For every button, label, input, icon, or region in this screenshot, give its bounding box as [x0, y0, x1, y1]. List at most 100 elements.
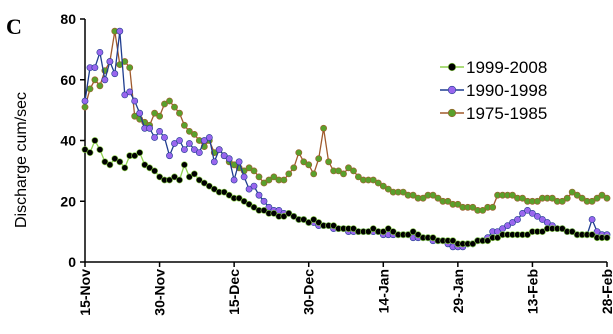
data-point	[529, 209, 536, 217]
data-point	[106, 161, 114, 169]
data-point	[121, 91, 129, 99]
data-point	[250, 203, 258, 211]
data-point	[240, 173, 248, 181]
data-point	[369, 176, 377, 184]
data-point	[195, 149, 203, 156]
data-point	[215, 146, 223, 153]
data-point	[180, 121, 188, 129]
data-point	[260, 206, 268, 214]
data-point	[479, 206, 487, 214]
data-point	[81, 97, 89, 105]
data-point	[484, 237, 492, 245]
data-point	[330, 222, 337, 229]
data-point	[379, 182, 387, 190]
data-point	[325, 158, 332, 166]
data-point	[151, 167, 158, 175]
data-point	[96, 49, 104, 56]
data-point	[335, 167, 342, 175]
y-tick-label: 40	[60, 133, 76, 149]
panel-letter: C	[6, 14, 22, 39]
x-tick-label: 29-Jan	[450, 269, 466, 313]
x-tick-label: 30-Dec	[301, 269, 317, 315]
data-point	[245, 185, 253, 193]
data-point	[419, 194, 427, 202]
data-point	[603, 194, 611, 202]
data-point	[369, 225, 377, 232]
data-point	[429, 191, 437, 199]
data-point	[563, 194, 571, 202]
data-point	[374, 179, 382, 187]
x-tick-label: 15-Nov	[77, 269, 93, 316]
data-point	[290, 212, 298, 220]
data-point	[200, 137, 208, 144]
y-axis-ticks: 0 20 40 60 80	[60, 11, 85, 270]
data-point	[190, 170, 198, 178]
data-point	[573, 191, 581, 199]
data-point	[111, 70, 119, 78]
y-tick-label: 0	[68, 254, 76, 270]
data-point	[568, 188, 576, 196]
data-point	[270, 173, 278, 181]
data-point	[200, 179, 208, 187]
data-point	[255, 173, 263, 181]
data-point	[190, 146, 198, 153]
data-point	[588, 231, 596, 239]
data-point	[534, 212, 541, 220]
data-point	[161, 100, 168, 108]
data-point	[131, 112, 139, 120]
legend-label: 1975-1985	[466, 104, 547, 123]
data-point	[350, 167, 357, 175]
series-1975-1985	[81, 27, 611, 214]
data-point	[489, 203, 497, 211]
data-point	[305, 161, 313, 169]
data-point	[185, 173, 193, 181]
data-point	[156, 112, 163, 120]
x-tick-label: 15-Dec	[226, 269, 242, 315]
data-point	[141, 161, 149, 169]
data-point	[146, 164, 153, 172]
y-axis-title: Discharge cum/sec	[13, 92, 30, 228]
data-point	[185, 140, 193, 147]
data-point	[185, 127, 193, 135]
data-point	[315, 155, 323, 163]
data-point	[240, 197, 248, 205]
data-point	[136, 109, 144, 117]
data-point	[509, 191, 516, 199]
data-point	[190, 130, 198, 138]
data-point	[598, 191, 606, 199]
x-axis-ticks: 15-Nov 30-Nov 15-Dec 30-Dec 14-Jan 29-Jan 13-F…	[77, 262, 613, 316]
y-tick-label: 20	[60, 193, 76, 209]
data-point	[588, 197, 596, 205]
data-point	[111, 155, 119, 163]
x-tick-label: 28-Feb	[599, 269, 613, 314]
data-point	[350, 225, 357, 232]
data-point	[171, 140, 178, 147]
data-point	[524, 206, 531, 214]
data-point	[230, 176, 238, 184]
data-point	[310, 170, 318, 178]
data-point	[126, 64, 134, 71]
data-point	[151, 109, 158, 117]
data-point	[151, 134, 158, 141]
data-point	[354, 173, 362, 181]
data-point	[469, 240, 477, 248]
data-point	[409, 191, 417, 199]
data-point	[81, 146, 89, 153]
data-point	[205, 182, 213, 190]
data-point	[578, 194, 586, 202]
data-point	[225, 155, 233, 163]
data-point	[514, 216, 521, 223]
data-point	[444, 197, 452, 205]
data-point	[131, 97, 139, 105]
data-point	[504, 222, 511, 229]
data-point	[210, 158, 218, 166]
x-tick-label: 30-Nov	[152, 269, 168, 316]
data-point	[255, 191, 263, 199]
data-point	[146, 124, 153, 132]
data-point	[245, 164, 253, 172]
data-point	[250, 167, 258, 175]
data-point	[91, 76, 99, 84]
legend-swatch-marker	[447, 85, 457, 95]
x-tick-label: 13-Feb	[524, 269, 540, 314]
